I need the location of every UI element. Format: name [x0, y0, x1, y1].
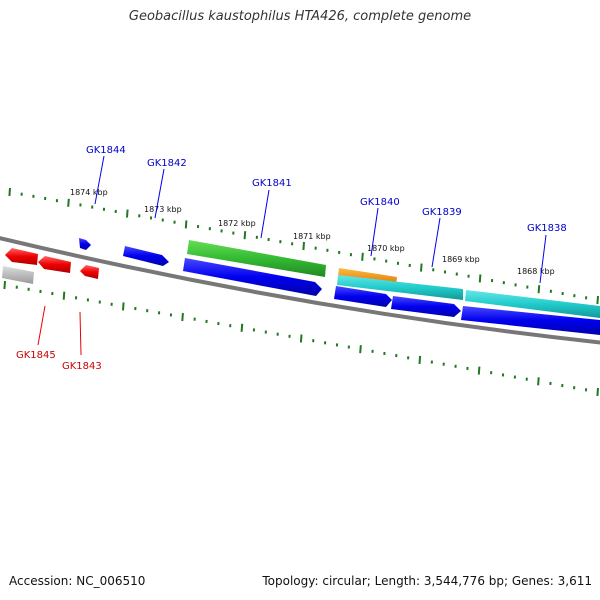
reverse-gene-feature[interactable] [80, 265, 99, 279]
major-tick [596, 295, 599, 305]
accession-label: Accession: NC_006510 [9, 574, 146, 588]
green-feature[interactable] [187, 240, 326, 277]
gene-label[interactable]: GK1844 [86, 145, 126, 156]
major-tick [302, 241, 305, 251]
major-tick [67, 198, 70, 207]
inner-features [2, 248, 600, 335]
genome-title: Geobacillus kaustophilus HTA426, complet… [128, 9, 472, 24]
kbp-label: 1870 kbp [367, 244, 405, 253]
forward-gene-feature[interactable] [461, 306, 600, 335]
major-tick [3, 280, 6, 290]
kbp-labels: 1874 kbp 1873 kbp 1872 kbp 1871 kbp 1870… [70, 188, 555, 276]
major-tick [8, 187, 11, 197]
grey-feature[interactable] [2, 266, 34, 284]
kbp-label: 1871 kbp [293, 232, 331, 241]
gene-label[interactable]: GK1839 [422, 207, 462, 218]
major-tick [478, 274, 482, 283]
gene-label[interactable]: GK1841 [252, 178, 292, 189]
major-tick [477, 366, 481, 375]
reverse-gene-feature[interactable] [5, 248, 38, 265]
kbp-label: 1872 kbp [218, 219, 256, 228]
reverse-gene-feature[interactable] [38, 256, 71, 273]
major-tick [596, 387, 599, 397]
major-tick [537, 377, 540, 386]
gene-feature-blue[interactable] [79, 238, 91, 250]
gene-leader-lines [37, 155, 547, 356]
cyan-feature[interactable] [465, 290, 600, 318]
major-tick [361, 252, 364, 261]
gene-feature-blue[interactable] [123, 246, 169, 266]
major-tick [418, 355, 422, 364]
kbp-label: 1869 kbp [442, 255, 480, 264]
cyan-feature[interactable] [337, 275, 463, 300]
major-tick [420, 263, 423, 272]
major-tick [184, 220, 188, 229]
genome-backbone [0, 236, 600, 345]
major-tick [240, 323, 244, 332]
scale-ticks-outer [8, 187, 599, 305]
major-tick [126, 209, 129, 218]
gene-label[interactable]: GK1838 [527, 223, 567, 234]
kbp-label: 1873 kbp [144, 205, 182, 214]
major-tick [359, 345, 362, 354]
scale-ticks-inner [3, 280, 599, 397]
major-tick [62, 291, 66, 300]
major-tick [243, 231, 247, 240]
gene-labels: GK1844 GK1842 GK1841 GK1840 GK1839 GK183… [16, 145, 567, 372]
gene-label[interactable]: GK1843 [62, 361, 102, 372]
forward-gene-feature[interactable] [334, 286, 392, 307]
major-tick [537, 285, 541, 294]
major-tick [299, 334, 303, 343]
kbp-label: 1868 kbp [517, 267, 555, 276]
major-tick [122, 302, 125, 311]
gene-label[interactable]: GK1842 [147, 158, 187, 169]
forward-gene-feature[interactable] [183, 258, 322, 296]
forward-gene-feature[interactable] [391, 296, 461, 317]
major-tick [181, 313, 184, 322]
outer-features [79, 238, 600, 318]
topology-label: Topology: circular; Length: 3,544,776 bp… [262, 574, 592, 588]
gene-label[interactable]: GK1845 [16, 350, 56, 361]
kbp-label: 1874 kbp [70, 188, 108, 197]
gene-label[interactable]: GK1840 [360, 197, 400, 208]
